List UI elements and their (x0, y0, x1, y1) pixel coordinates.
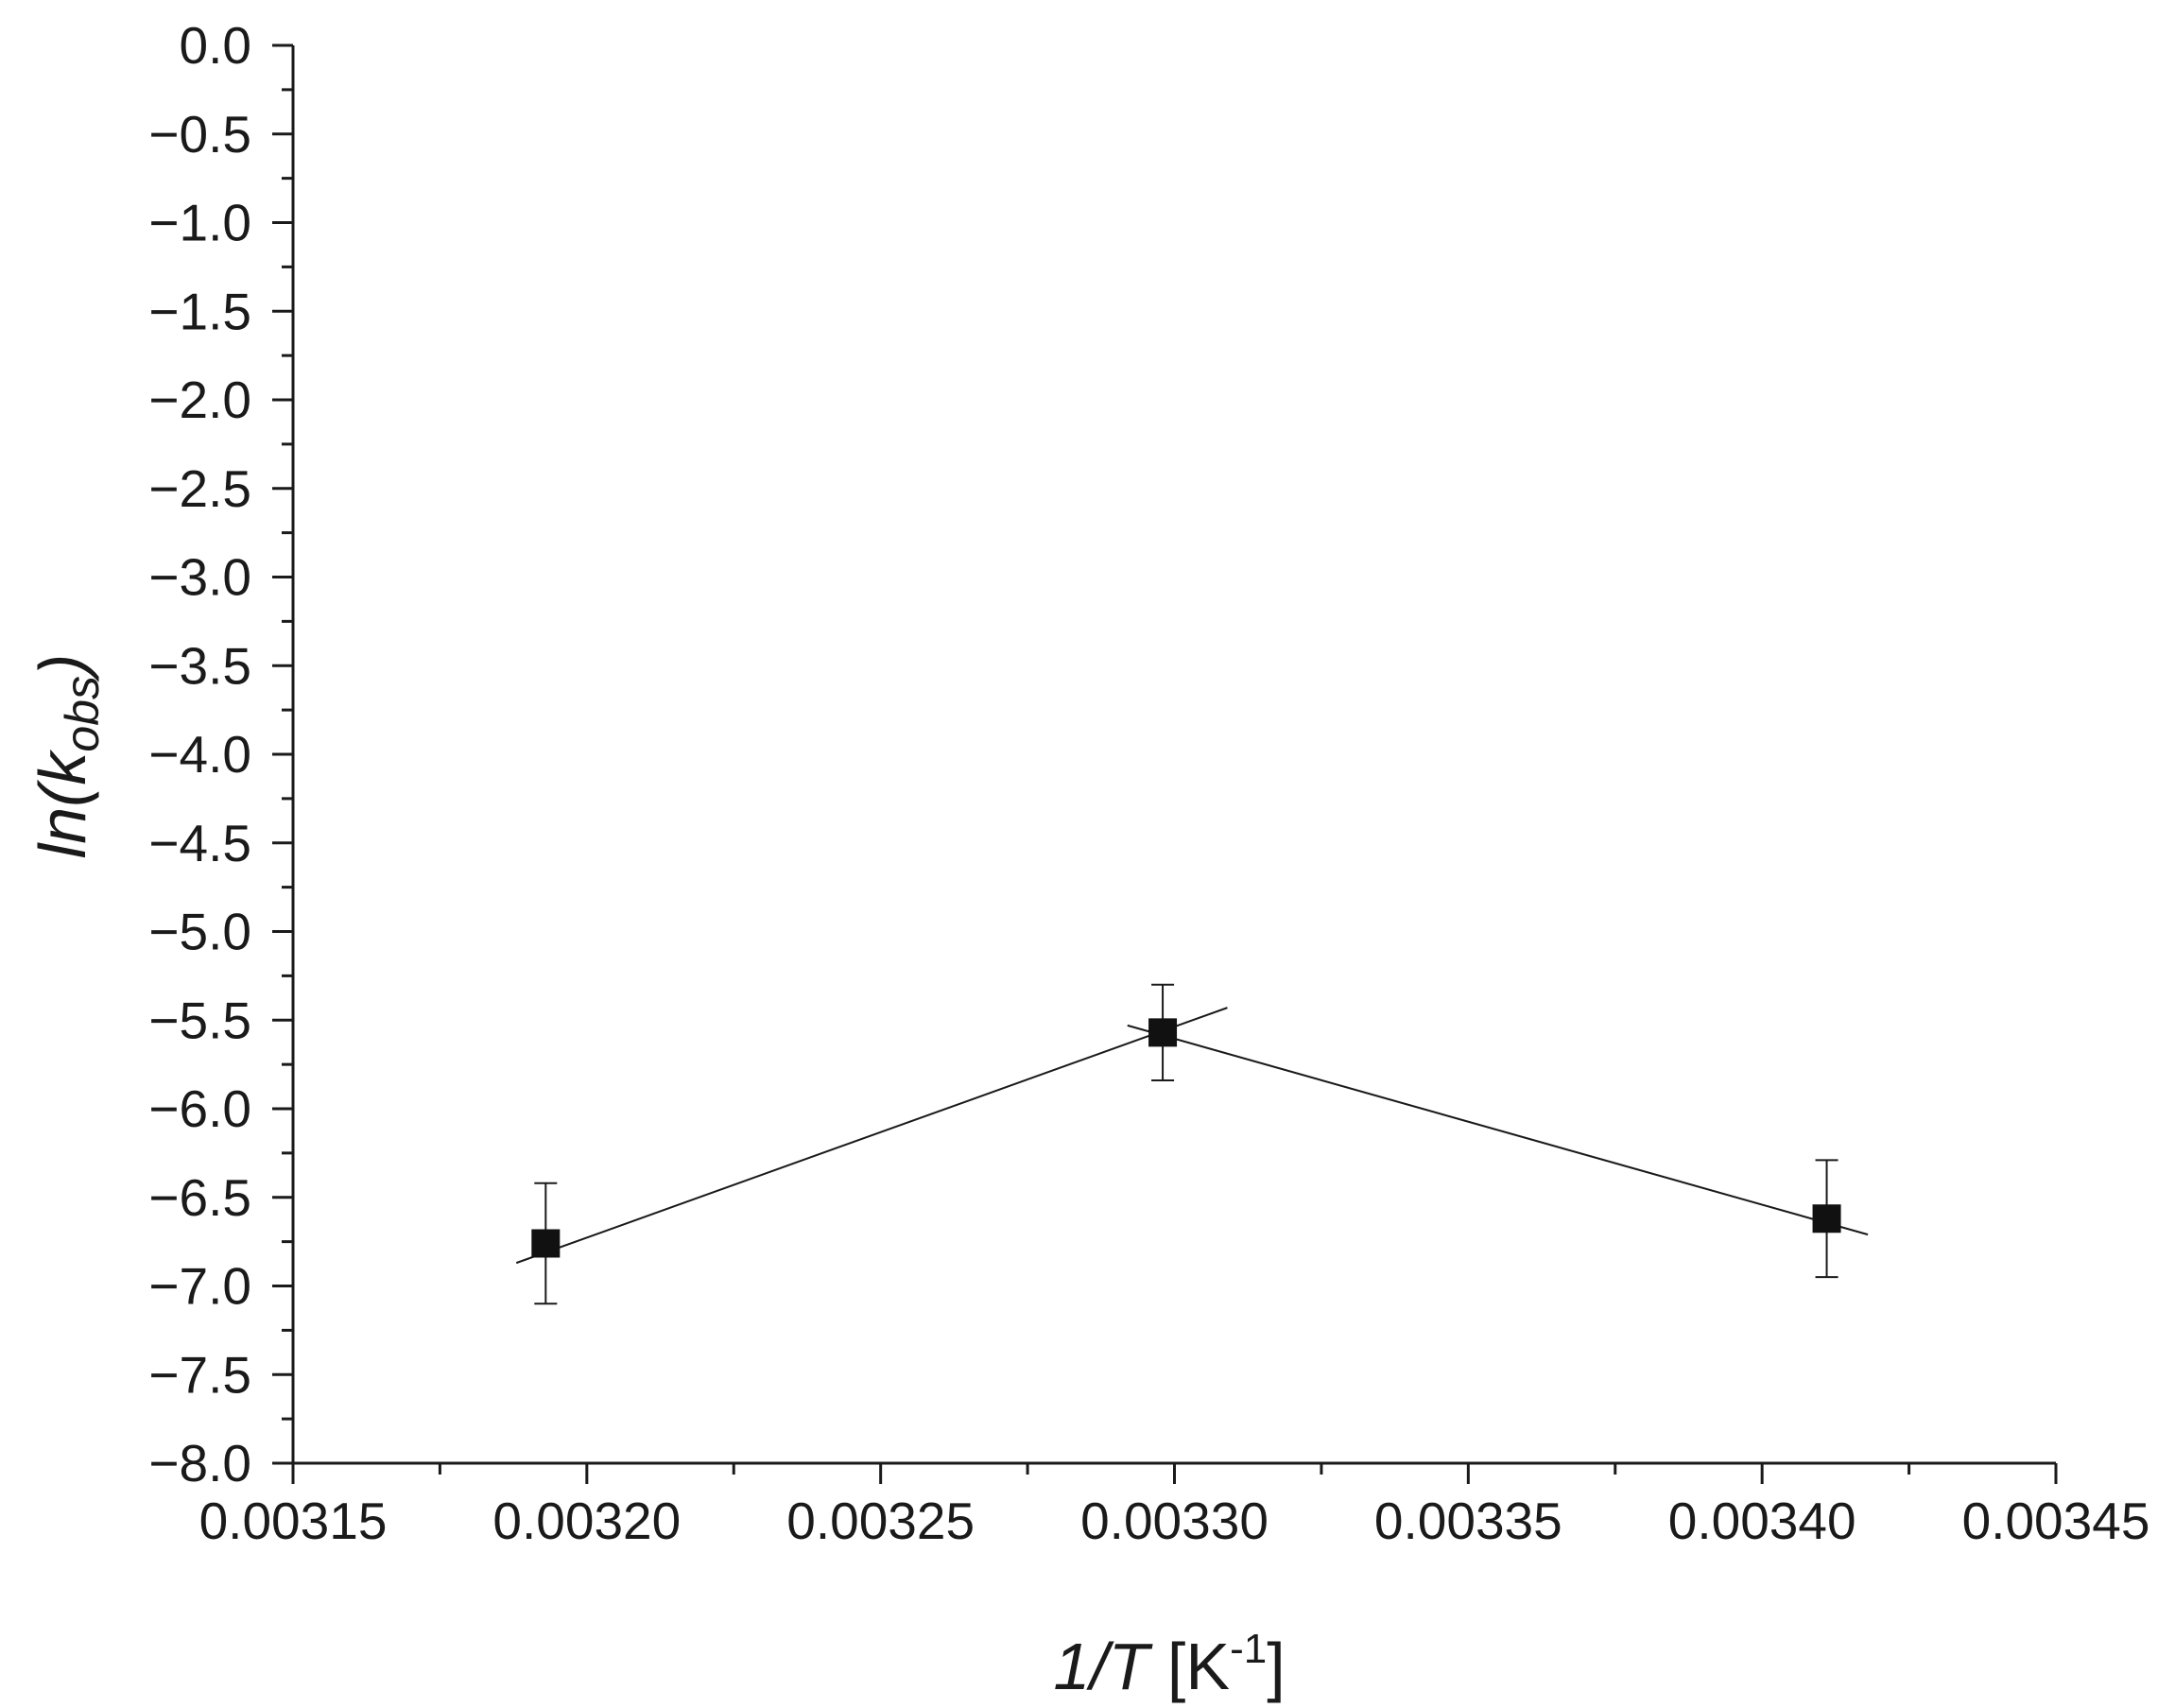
y-tick-label: −4.5 (148, 814, 251, 872)
y-axis-title: ln(kobs) (26, 654, 109, 859)
x-tick-label: 0.00315 (199, 1492, 388, 1550)
y-axis: 0.0 −0.5 −1.0 −1.5 −2.0 −2.5 −3.0 −3.5 −4.0 −4.5 −… (148, 16, 295, 1492)
data-points (531, 1018, 1841, 1258)
x-tick-label: 0.00335 (1374, 1492, 1562, 1550)
fit-line-segment (515, 1007, 1228, 1265)
data-point-marker (1812, 1204, 1841, 1234)
x-tick-label: 0.00320 (492, 1492, 681, 1550)
y-tick-label: −2.0 (148, 371, 251, 429)
data-point-marker (531, 1229, 561, 1258)
y-tick-label: −2.5 (148, 459, 251, 518)
x-tick-label: 0.00330 (1080, 1492, 1269, 1550)
x-tick-label: 0.00340 (1668, 1492, 1856, 1550)
fit-line-segment (1127, 1024, 1869, 1236)
x-tick-label: 0.00345 (1962, 1492, 2150, 1550)
y-tick-label: −0.5 (148, 105, 251, 164)
error-bars (534, 983, 1838, 1305)
y-tick-label: −7.0 (148, 1257, 251, 1316)
y-tick-label: −5.5 (148, 991, 251, 1049)
y-tick-label: −6.0 (148, 1079, 251, 1138)
y-tick-label: −5.0 (148, 903, 251, 961)
y-tick-label: −6.5 (148, 1168, 251, 1227)
y-tick-label: −7.5 (148, 1345, 251, 1404)
y-tick-label: −8.0 (148, 1434, 251, 1492)
y-tick-label: −3.0 (148, 548, 251, 607)
x-axis: 0.00315 0.00320 0.00325 0.00330 0.00335 0.003… (199, 1461, 2150, 1550)
y-tick-label: −3.5 (148, 636, 251, 695)
y-tick-label: −1.0 (148, 194, 251, 252)
y-tick-label: −1.5 (148, 282, 251, 340)
x-axis-title: 1/T [K-1] (1053, 1626, 1285, 1703)
y-tick-label: −4.0 (148, 725, 251, 784)
y-tick-label: 0.0 (180, 16, 251, 75)
x-tick-label: 0.00325 (786, 1492, 975, 1550)
fit-lines (515, 1007, 1869, 1265)
data-point-marker (1148, 1018, 1178, 1047)
